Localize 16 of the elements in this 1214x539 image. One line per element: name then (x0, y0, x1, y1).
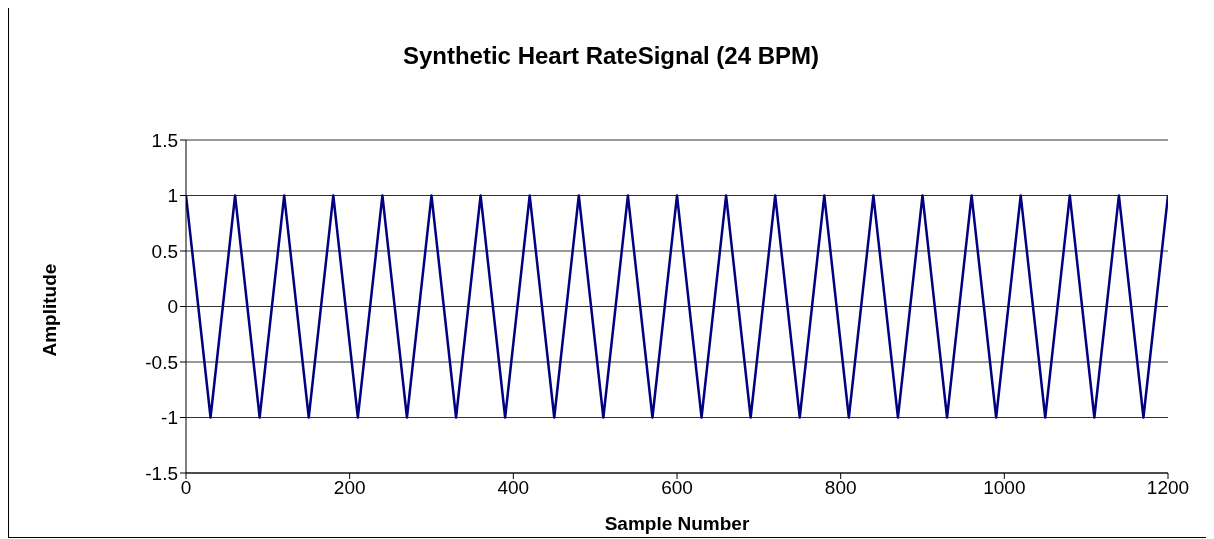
chart-title: Synthetic Heart RateSignal (24 BPM) (401, 42, 821, 70)
y-tick-label: 1 (167, 185, 178, 207)
y-tick-label: 0 (167, 296, 178, 318)
x-tick-label: 1200 (1146, 477, 1190, 499)
x-tick-label: 1000 (983, 477, 1026, 499)
y-tick-label: -1 (161, 407, 178, 429)
x-tick-label: 600 (661, 477, 693, 499)
x-tick-label: 400 (497, 477, 530, 499)
x-axis-title: Sample Number (604, 513, 750, 534)
y-tick-label: 0.5 (151, 240, 178, 262)
x-tick-label: 800 (824, 477, 857, 499)
x-tick-label: 200 (333, 477, 366, 499)
y-tick-label: -0.5 (145, 351, 178, 373)
y-tick-label: 1.5 (151, 129, 178, 151)
y-tick-label: -1.5 (145, 462, 178, 484)
y-axis-title: Amplitude (38, 263, 60, 357)
